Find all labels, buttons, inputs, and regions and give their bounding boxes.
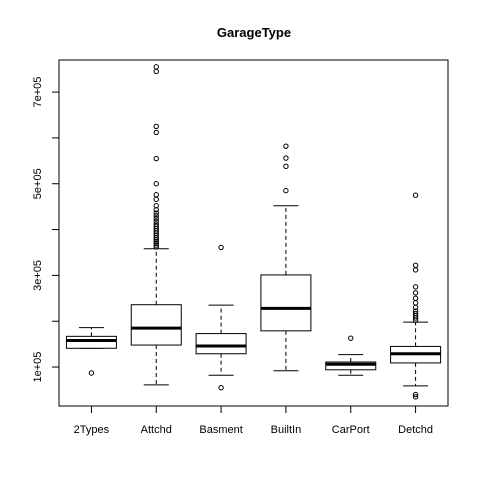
iqr-box — [260, 274, 312, 332]
outlier-point — [412, 262, 419, 269]
outlier-point — [412, 192, 419, 198]
iqr-box — [195, 333, 247, 355]
outlier-point — [153, 242, 159, 248]
box-attchd — [130, 64, 182, 386]
outlier-point — [153, 129, 159, 136]
outlier-point — [153, 223, 159, 230]
iqr-box — [325, 361, 377, 371]
box-detchd — [390, 192, 442, 400]
outlier-point — [153, 203, 159, 209]
outlier-point — [412, 310, 419, 317]
outlier-point — [153, 192, 159, 198]
box-carport — [325, 335, 377, 376]
y-tick-label: 3e+05 — [32, 260, 44, 291]
outlier-point — [153, 210, 159, 216]
outlier-point — [88, 370, 95, 376]
outlier-point — [153, 181, 159, 187]
outlier-point — [412, 308, 419, 314]
outlier-point — [153, 238, 159, 245]
box-builtin — [260, 143, 312, 372]
outlier-point — [283, 143, 289, 149]
boxes-group — [65, 64, 442, 400]
x-tick-label: Basment — [199, 424, 242, 436]
outlier-point — [283, 187, 289, 194]
outlier-point — [153, 64, 159, 70]
outlier-point — [153, 240, 159, 247]
box-basment — [195, 244, 247, 391]
x-tick-label: 2Types — [74, 424, 110, 436]
outlier-point — [412, 290, 419, 296]
outlier-point — [153, 215, 159, 222]
outlier-point — [218, 244, 224, 251]
chart-title: GarageType — [217, 25, 291, 40]
outlier-point — [283, 163, 289, 170]
outlier-point — [153, 218, 159, 225]
outlier-point — [412, 394, 419, 400]
outlier-point — [153, 123, 159, 130]
y-tick-label: 1e+05 — [32, 352, 44, 383]
y-tick-label: 7e+05 — [32, 77, 44, 108]
iqr-box — [130, 304, 182, 346]
x-tick-label: Attchd — [141, 424, 172, 436]
x-axis: 2Types Attchd Basment BuiltIn CarPort Detchd — [74, 406, 433, 436]
box-2types — [65, 327, 117, 376]
outlier-point — [153, 213, 159, 219]
x-tick-label: CarPort — [332, 424, 370, 436]
outlier-point — [153, 221, 159, 227]
outlier-point — [218, 384, 224, 391]
outlier-point — [153, 244, 159, 250]
y-axis: 1e+05 3e+05 5e+05 7e+05 — [32, 77, 59, 383]
plot-frame — [58, 59, 449, 407]
iqr-box — [65, 335, 117, 349]
outlier-point — [412, 391, 419, 398]
outlier-point — [348, 335, 354, 341]
outlier-point — [412, 295, 419, 302]
outlier-point — [283, 155, 289, 161]
x-tick-label: Detchd — [398, 424, 433, 436]
outlier-point — [412, 284, 419, 290]
outlier-point — [153, 155, 159, 162]
y-tick-label: 5e+05 — [32, 168, 44, 199]
x-tick-label: BuiltIn — [271, 424, 302, 436]
